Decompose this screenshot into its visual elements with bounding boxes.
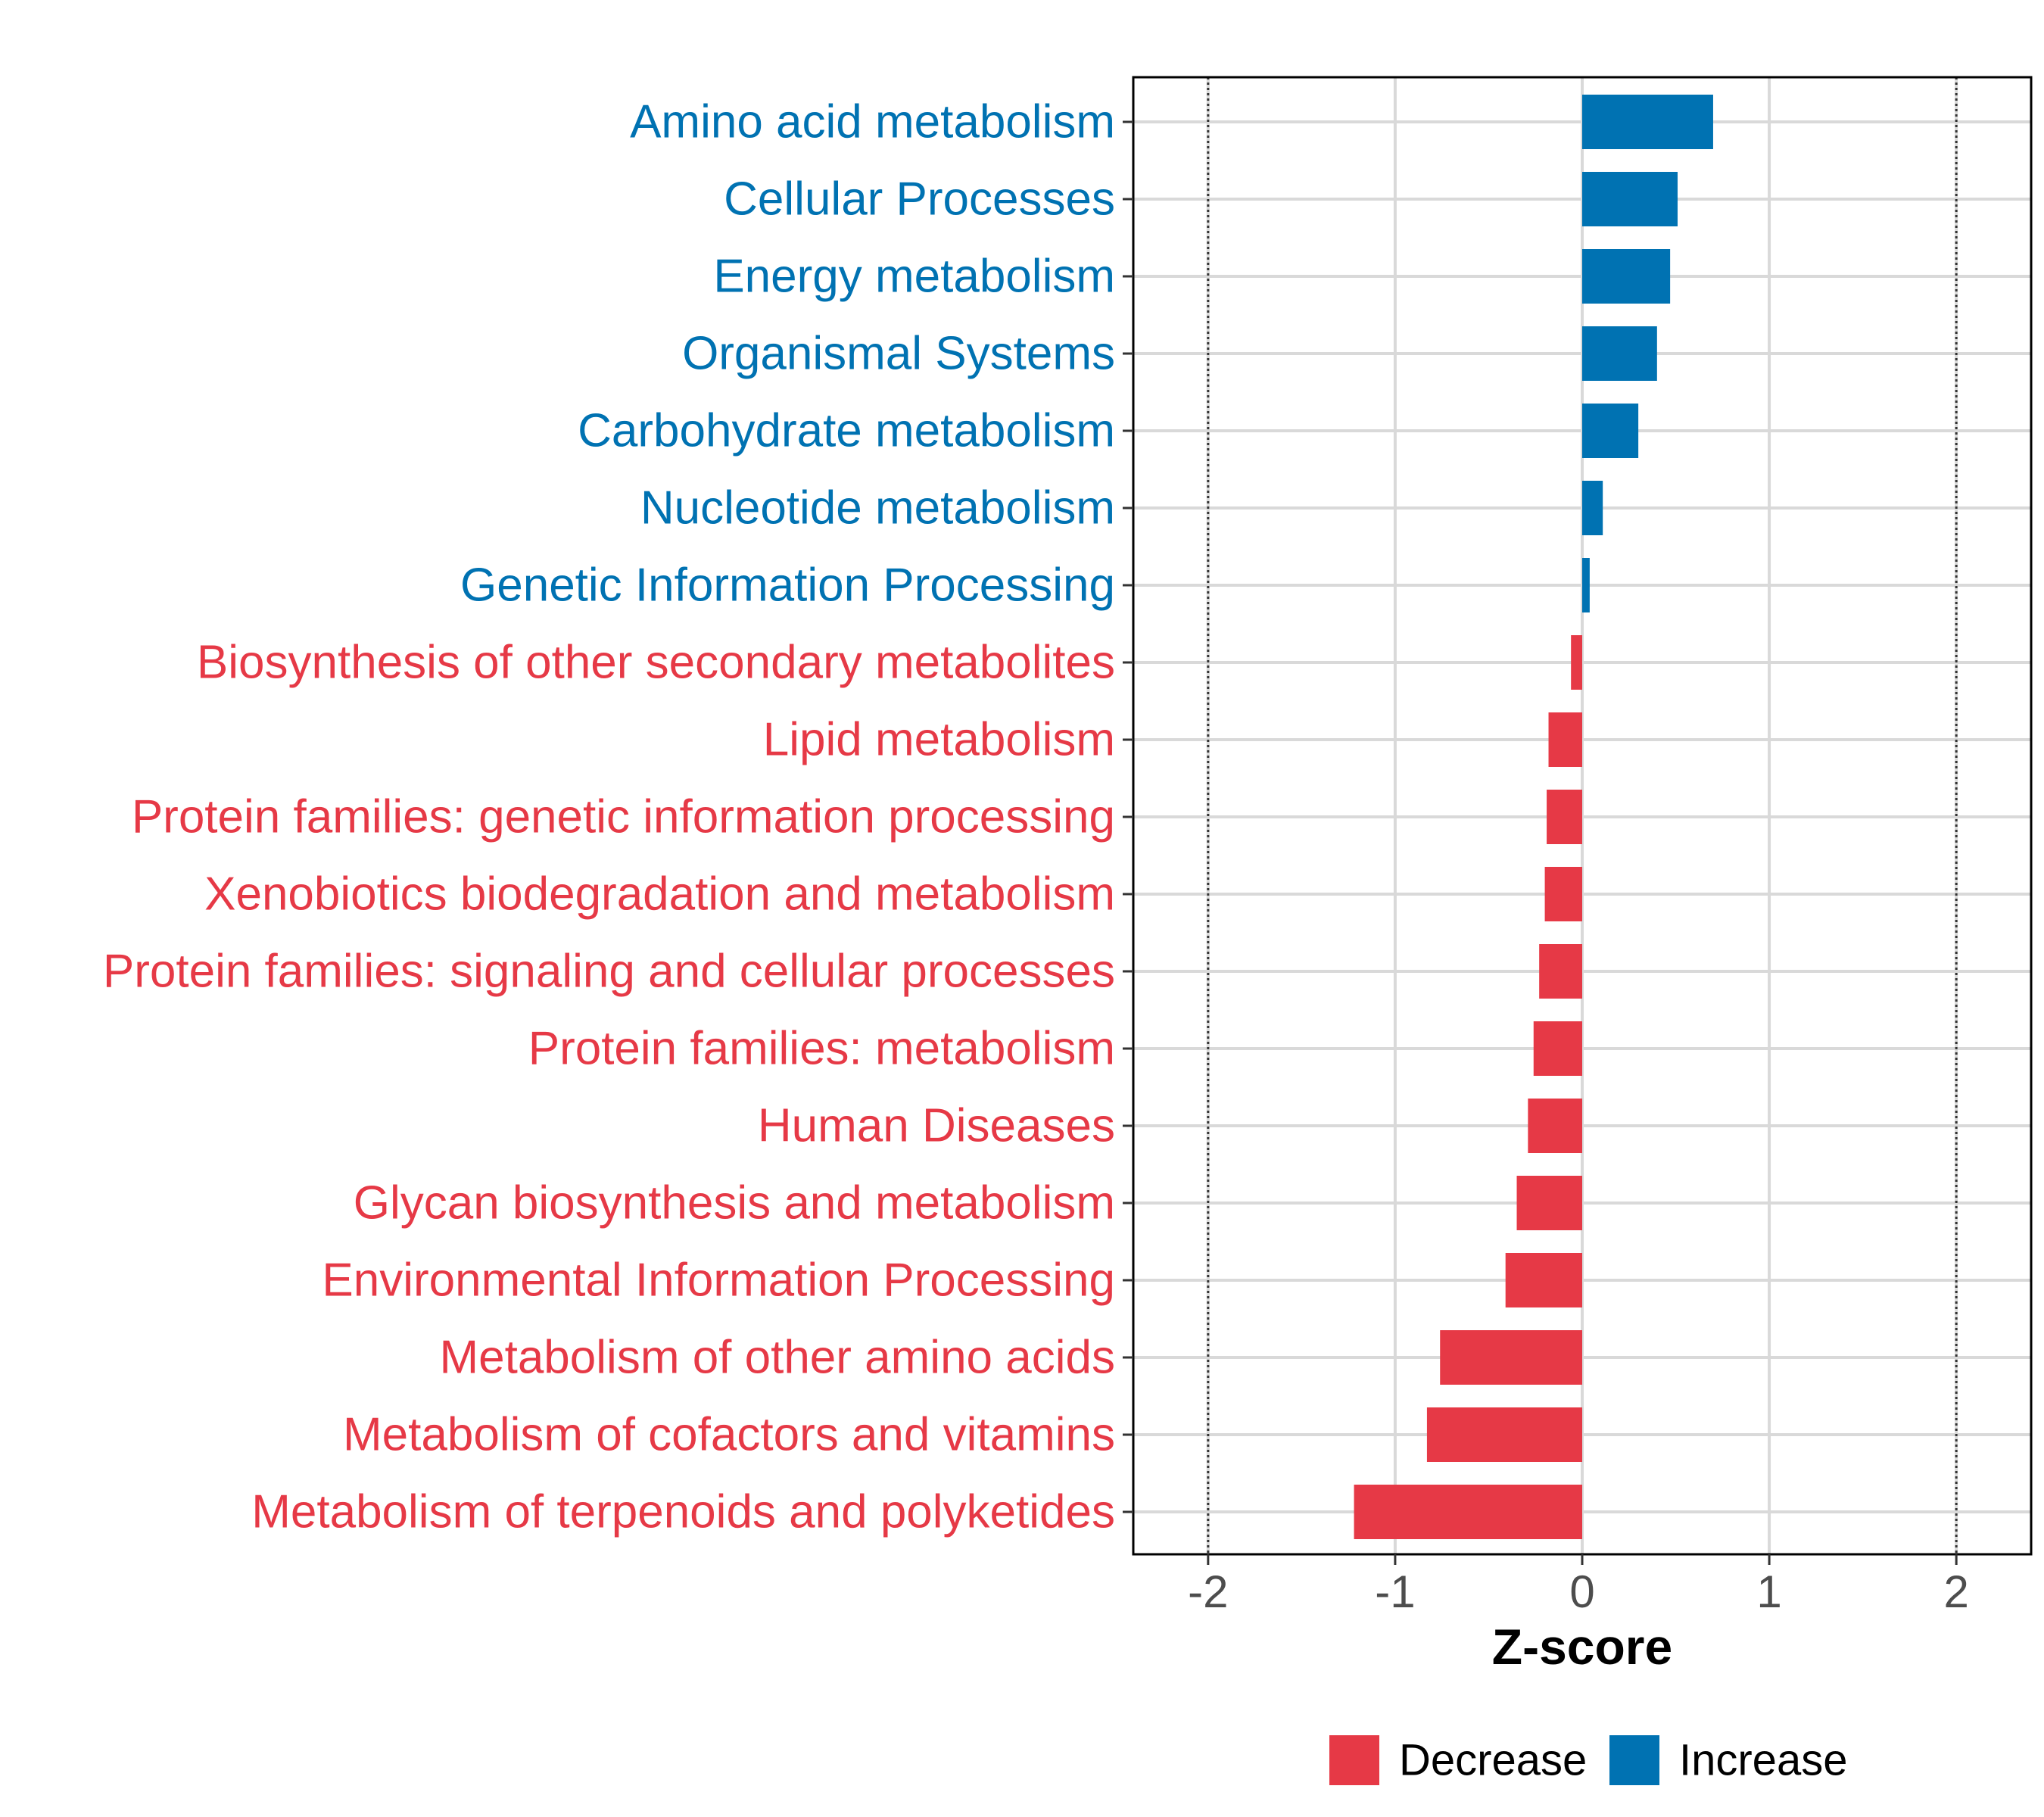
bar-8	[1548, 712, 1582, 767]
category-label-3: Organismal Systems	[682, 328, 1115, 380]
category-label-4: Carbohydrate metabolism	[578, 405, 1115, 457]
category-label-1: Cellular Processes	[724, 173, 1115, 226]
x-tick-label-4: 2	[1943, 1566, 1968, 1617]
bar-9	[1547, 790, 1582, 844]
category-label-8: Lipid metabolism	[763, 714, 1115, 766]
bar-7	[1571, 635, 1582, 690]
reference-lines	[1207, 77, 1958, 1554]
bar-18	[1354, 1485, 1582, 1539]
category-label-15: Environmental Information Processing	[322, 1254, 1115, 1307]
x-tick-label-1: -1	[1375, 1566, 1415, 1617]
bars	[1354, 95, 1713, 1539]
bar-6	[1582, 558, 1590, 612]
x-tick-label-0: -2	[1188, 1566, 1228, 1617]
bar-4	[1582, 404, 1639, 458]
bar-17	[1426, 1407, 1582, 1462]
category-label-11: Protein families: signaling and cellular…	[103, 946, 1115, 998]
category-label-16: Metabolism of other amino acids	[439, 1332, 1115, 1384]
category-label-6: Genetic Information Processing	[460, 559, 1115, 612]
category-label-5: Nucleotide metabolism	[640, 482, 1115, 535]
category-label-13: Human Diseases	[758, 1100, 1115, 1152]
legend-label-decrease: Decrease	[1399, 1736, 1587, 1785]
category-label-17: Metabolism of cofactors and vitamins	[343, 1409, 1115, 1461]
bar-14	[1516, 1176, 1582, 1230]
x-tick-label-2: 0	[1569, 1566, 1594, 1617]
legend-swatch-decrease	[1329, 1735, 1379, 1785]
bar-1	[1582, 172, 1678, 226]
category-label-14: Glycan biosynthesis and metabolism	[354, 1177, 1115, 1230]
legend-label-increase: Increase	[1679, 1736, 1847, 1785]
category-label-18: Metabolism of terpenoids and polyketides	[251, 1486, 1115, 1538]
bar-3	[1582, 326, 1657, 381]
category-label-7: Biosynthesis of other secondary metaboli…	[197, 637, 1115, 689]
bar-16	[1440, 1330, 1582, 1385]
legend: Decrease Increase	[1329, 1735, 1847, 1785]
category-label-2: Energy metabolism	[713, 251, 1115, 303]
x-axis: -2 -1 0 1 2	[1188, 1554, 1969, 1617]
bar-10	[1544, 867, 1582, 921]
bar-13	[1528, 1099, 1582, 1153]
x-axis-title: Z-score	[1492, 1619, 1672, 1675]
bar-12	[1533, 1021, 1582, 1076]
category-label-0: Amino acid metabolism	[630, 96, 1115, 148]
bar-15	[1505, 1253, 1582, 1307]
bar-0	[1582, 95, 1713, 149]
category-label-10: Xenobiotics biodegradation and metabolis…	[204, 868, 1115, 921]
bar-2	[1582, 249, 1671, 304]
bar-5	[1582, 481, 1603, 535]
bar-11	[1539, 944, 1582, 999]
category-label-12: Protein families: metabolism	[528, 1023, 1115, 1075]
legend-swatch-increase	[1609, 1735, 1659, 1785]
category-labels: Amino acid metabolism Cellular Processes E…	[103, 96, 1133, 1538]
x-tick-label-3: 1	[1756, 1566, 1781, 1617]
category-label-9: Protein families: genetic information pr…	[132, 791, 1115, 843]
